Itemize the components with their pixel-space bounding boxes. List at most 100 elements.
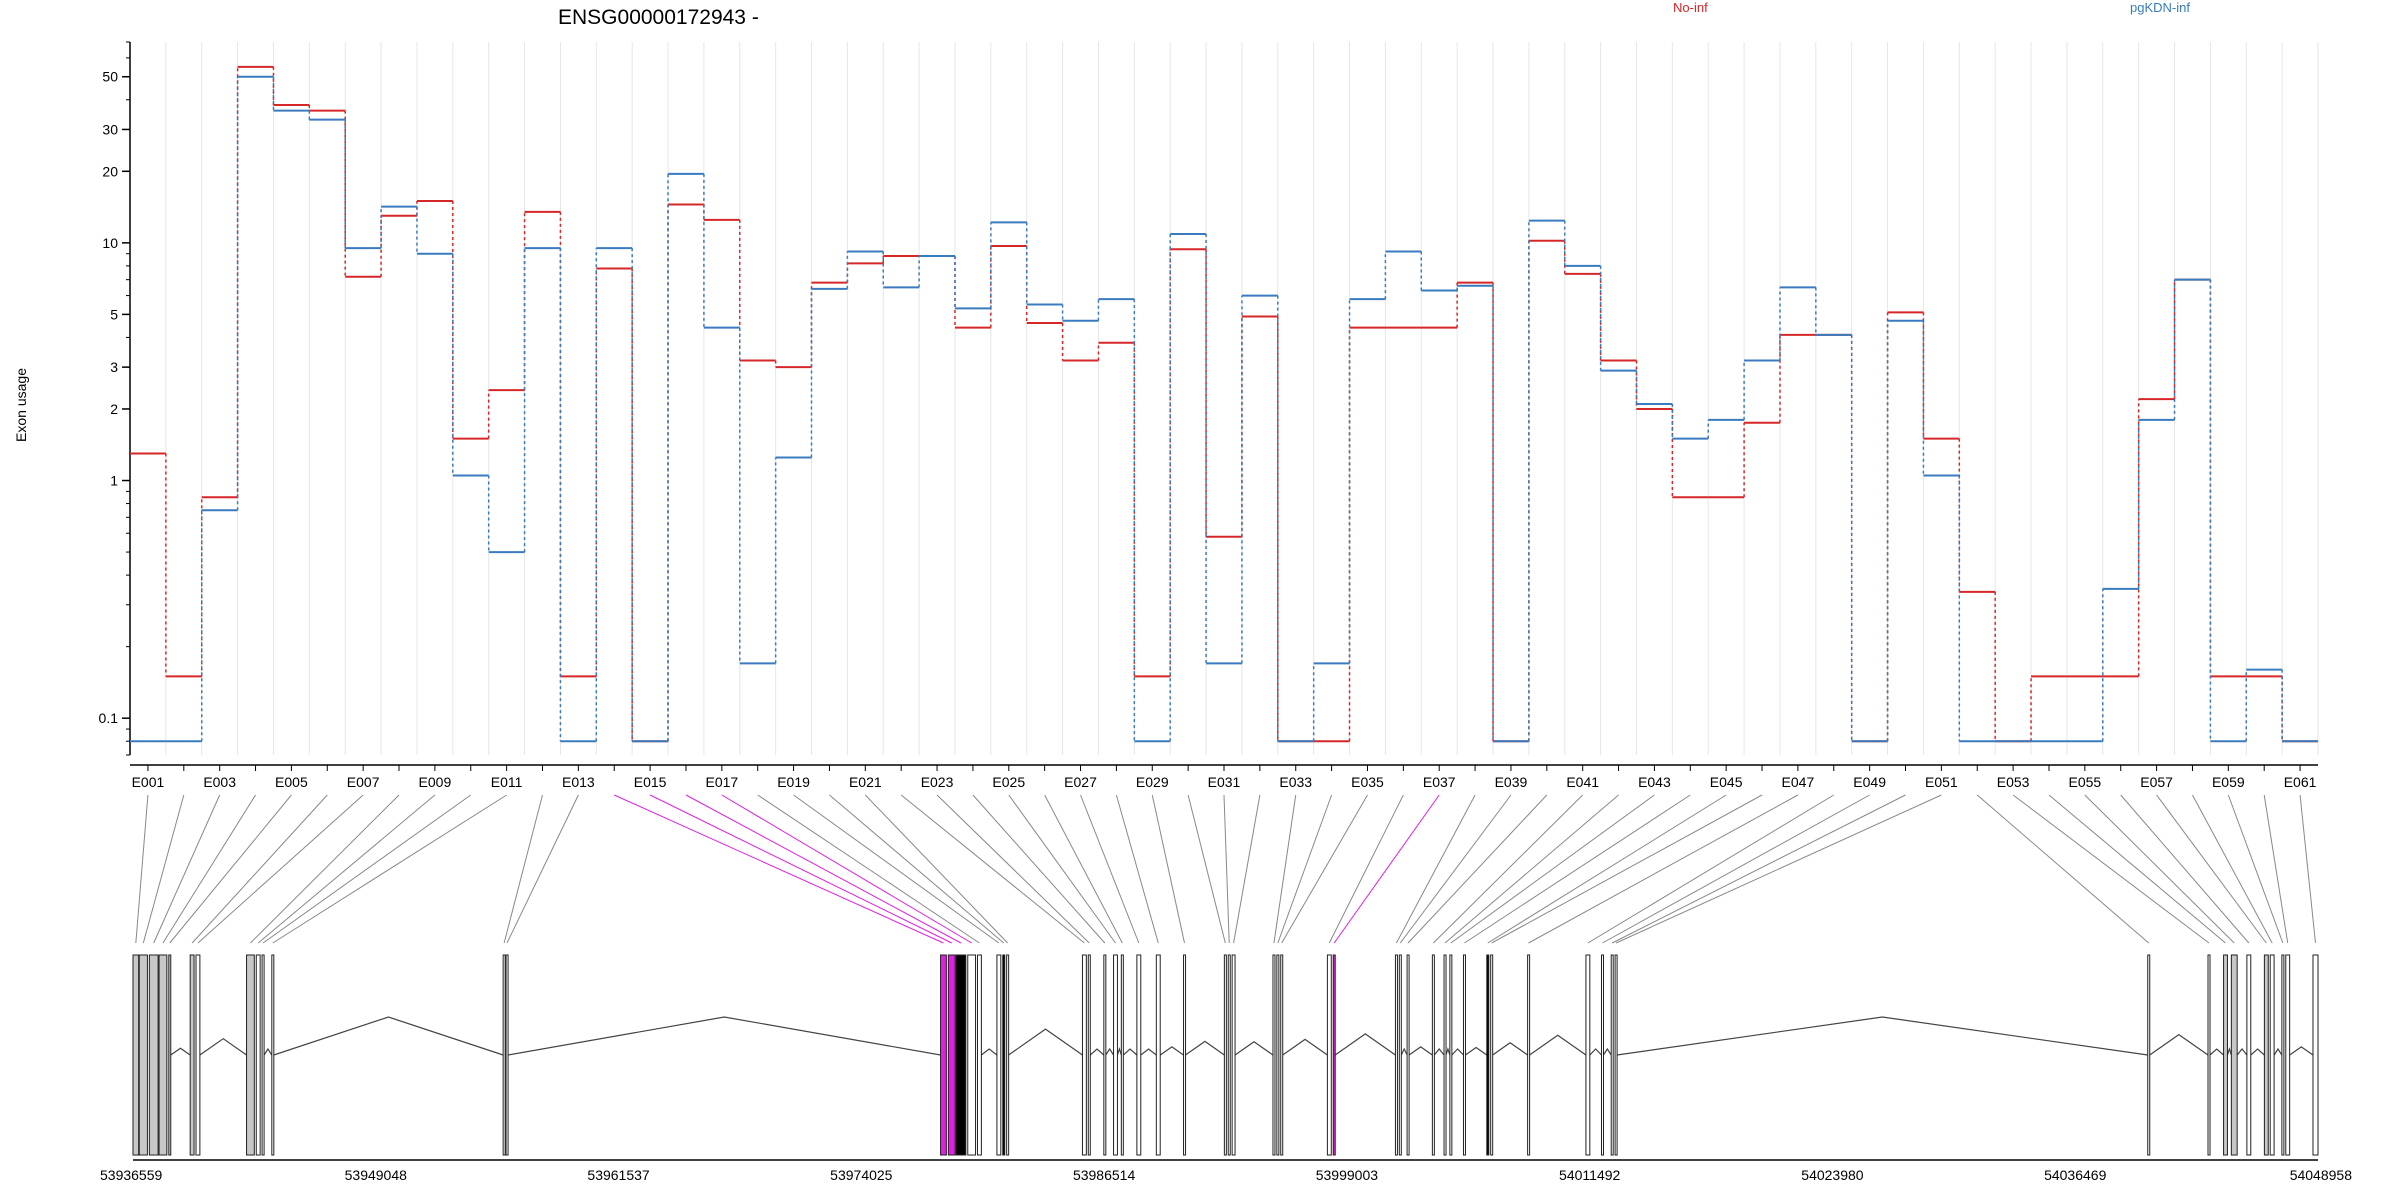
exon-link — [864, 794, 1008, 944]
x-tick-label: E059 — [2212, 774, 2245, 790]
exon-box — [1081, 954, 1087, 1156]
exon-box — [2246, 954, 2252, 1156]
x-tick-label: E055 — [2069, 774, 2102, 790]
genomic-axis: 53936559 53949048 53961537 53974025 53986514… — [100, 1159, 2353, 1183]
exon-link — [2299, 794, 2316, 944]
intron — [1089, 1048, 1105, 1056]
exon-box — [1443, 954, 1447, 1156]
exon-link — [757, 794, 980, 944]
x-tick-label: E009 — [419, 774, 452, 790]
exon-box — [1326, 954, 1332, 1156]
x-tick-label: E053 — [1997, 774, 2030, 790]
genomic-tick-label: 53986514 — [1073, 1167, 1136, 1183]
x-tick-label: E007 — [347, 774, 380, 790]
exon-link — [1399, 794, 1512, 944]
x-tick-label: E031 — [1208, 774, 1241, 790]
exon-link — [1395, 794, 1476, 944]
intron — [1140, 1048, 1157, 1056]
exon-link — [262, 794, 472, 944]
genomic-tick-label: 53961537 — [587, 1167, 650, 1183]
intron — [199, 1037, 247, 1056]
exon-box — [271, 954, 275, 1156]
exon-link — [1277, 794, 1333, 944]
x-tick-label: E041 — [1566, 774, 1599, 790]
intron — [1116, 1047, 1122, 1056]
y-tick-label: 20 — [102, 163, 118, 179]
exon-box — [1113, 954, 1118, 1156]
exon-link — [197, 794, 364, 944]
exon-link — [1491, 794, 1763, 944]
legend-no-inf: No-inf — [1673, 0, 1708, 15]
intron — [1602, 1047, 1612, 1056]
exon-link — [1044, 794, 1123, 944]
exon-link — [1602, 794, 1870, 944]
x-tick-label: E029 — [1136, 774, 1169, 790]
genomic-tick-label: 54036469 — [2044, 1167, 2107, 1183]
intron — [2226, 1047, 2232, 1056]
genomic-tick-label: 53949048 — [345, 1167, 408, 1183]
exon-box — [505, 954, 509, 1156]
exon-box — [1394, 954, 1398, 1156]
x-tick-label: E027 — [1064, 774, 1097, 790]
exon-box — [1155, 954, 1161, 1156]
exon-box — [1600, 954, 1604, 1156]
intron — [1408, 1046, 1433, 1056]
genomic-tick-label: 54011492 — [1559, 1167, 1620, 1183]
exon-link — [1615, 794, 1942, 944]
exon-link — [153, 794, 221, 944]
intron — [507, 1016, 941, 1056]
exon-link — [1464, 794, 1691, 944]
exon-link — [829, 794, 1005, 944]
exon-box — [1136, 954, 1142, 1156]
exon-link — [1587, 794, 1835, 944]
exon-link — [135, 794, 149, 944]
y-tick-label: 10 — [102, 235, 118, 251]
intron — [2149, 1033, 2209, 1056]
exon-box — [947, 954, 956, 1156]
exon-box — [2312, 954, 2319, 1156]
exon-box — [1490, 954, 1494, 1156]
exon-links — [135, 794, 2316, 944]
exon-link — [614, 794, 944, 944]
genomic-tick-label: 54023980 — [1801, 1167, 1864, 1183]
exon-box — [1406, 954, 1410, 1156]
exon-box — [2230, 954, 2238, 1156]
exon-link — [2156, 794, 2267, 944]
exon-link — [1080, 794, 1140, 944]
exon-box — [255, 954, 261, 1156]
x-tick-label: E045 — [1710, 774, 1743, 790]
exon-link — [2263, 794, 2289, 944]
x-tick-label: E011 — [491, 774, 523, 790]
x-tick-label: E001 — [132, 774, 165, 790]
x-tick-label: E047 — [1782, 774, 1815, 790]
exon-link — [1273, 794, 1297, 944]
chart-title: ENSG00000172943 - — [558, 6, 759, 29]
exon-box — [1462, 954, 1466, 1156]
exon-link — [503, 794, 543, 944]
exon-box — [1006, 954, 1010, 1156]
y-tick-label: 1 — [110, 473, 118, 489]
exon-box — [1527, 954, 1531, 1156]
exon-link — [1976, 794, 2150, 944]
genomic-tick-label: 53936559 — [100, 1167, 163, 1183]
exon-link — [1151, 794, 1186, 944]
exon-box — [138, 954, 148, 1156]
exon-box — [1103, 954, 1107, 1156]
genomic-tick-label: 54048958 — [2290, 1167, 2353, 1183]
exon-link — [2048, 794, 2226, 944]
exon-link — [1432, 794, 1584, 944]
intron — [170, 1047, 191, 1056]
intron — [1282, 1038, 1328, 1056]
legend-pgkdn-inf: pgKDN-inf — [2130, 0, 2190, 15]
exon-link — [1115, 794, 1159, 944]
exon-box — [1087, 954, 1091, 1156]
exon-box — [2223, 954, 2228, 1156]
intron — [263, 1047, 273, 1056]
intron — [2273, 1047, 2283, 1056]
exon-box — [148, 954, 159, 1156]
exon-link — [793, 794, 1000, 944]
exon-link — [1487, 794, 1727, 944]
y-tick-label: 3 — [110, 359, 118, 375]
y-tick-label: 5 — [110, 306, 118, 322]
